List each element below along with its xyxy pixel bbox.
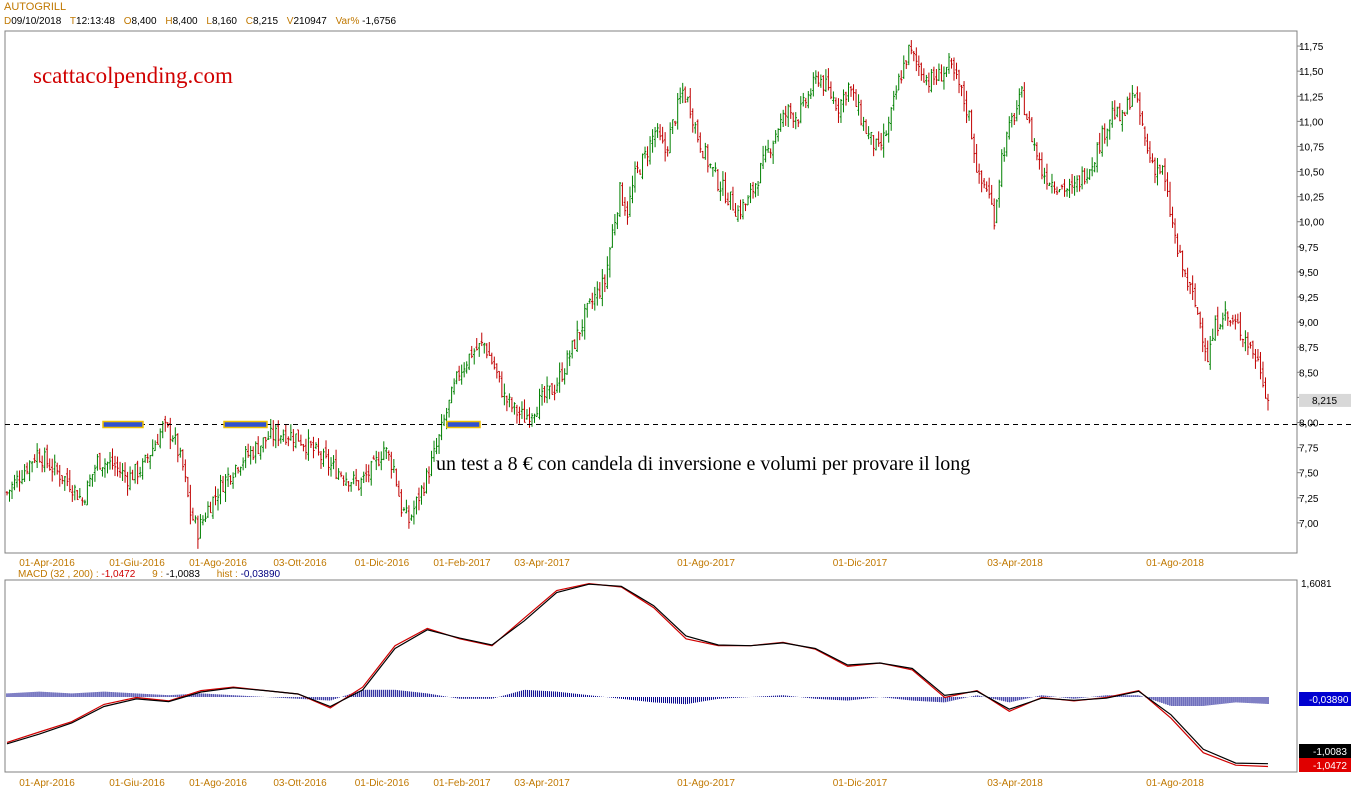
macd-top-label: 1,6081 (1301, 579, 1332, 590)
price-panel-frame (4, 30, 1298, 554)
x-tick-label: 01-Ago-2017 (677, 558, 735, 569)
price-y-axis: 7,007,257,507,758,008,258,508,759,009,25… (1297, 42, 1324, 530)
high-value: 8,400 (172, 16, 198, 27)
x-tick-label: 03-Apr-2018 (987, 558, 1043, 569)
macd-value: -1,0472 (101, 569, 136, 580)
y-tick-label: 8,50 (1299, 368, 1319, 379)
x-tick-label: 03-Apr-2017 (514, 558, 570, 569)
time-key: T (69, 16, 77, 27)
annotation-note: un test a 8 € con candela di inversione … (436, 453, 970, 475)
macd-lines (6, 582, 1269, 768)
y-tick-label: 9,75 (1299, 243, 1319, 254)
macd-x-tick-label: 01-Giu-2016 (109, 778, 165, 789)
price-info-bar: D09/10/2018 T12:13:48 O8,400 H8,400 L8,1… (4, 16, 402, 27)
y-tick-label: 8,75 (1299, 343, 1319, 354)
volume-value: 210947 (293, 16, 327, 27)
close-value: 8,215 (252, 16, 279, 27)
y-tick-label: 7,50 (1299, 469, 1319, 480)
y-tick-label: 10,25 (1299, 193, 1324, 204)
hist-value: -0,03890 (240, 569, 281, 580)
macd-name: MACD (18, 569, 48, 580)
macd-x-tick-label: 03-Apr-2018 (987, 778, 1043, 789)
macd-x-tick-label: 01-Dic-2016 (355, 778, 410, 789)
macd-x-tick-label: 01-Ago-2018 (1146, 778, 1204, 789)
macd-panel-frame (4, 579, 1298, 773)
signal-line (6, 583, 1269, 765)
y-tick-label: 11,50 (1299, 67, 1324, 78)
y-tick-label: 10,00 (1299, 218, 1324, 229)
macd-x-tick-label: 01-Apr-2016 (19, 778, 75, 789)
y-tick-label: 7,75 (1299, 444, 1319, 455)
macd-x-tick-label: 01-Ago-2016 (189, 778, 247, 789)
y-tick-label: 11,00 (1299, 117, 1324, 128)
y-tick-label: 11,75 (1299, 42, 1324, 53)
x-tick-label: 01-Giu-2016 (109, 558, 165, 569)
hist-key: hist : (216, 569, 238, 580)
x-tick-label: 01-Ago-2018 (1146, 558, 1204, 569)
macd-params: (32 , 200) : (50, 569, 99, 580)
var-key: Var% (335, 16, 360, 27)
price-candles (5, 40, 1270, 549)
macd-x-tick-label: 03-Apr-2017 (514, 778, 570, 789)
y-tick-label: 9,25 (1299, 293, 1319, 304)
y-tick-label: 11,25 (1299, 92, 1324, 103)
signal-badge (1299, 744, 1351, 758)
last-price-label: 8,215 (1312, 396, 1337, 407)
x-tick-label: 01-Ago-2016 (189, 558, 247, 569)
close-key: C (245, 16, 253, 27)
macd-x-tick-label: 03-Ott-2016 (273, 778, 327, 789)
x-tick-label: 01-Dic-2017 (833, 558, 888, 569)
signal-key: 9 : (152, 569, 164, 580)
low-value: 8,160 (211, 16, 237, 27)
x-tick-label: 03-Ott-2016 (273, 558, 327, 569)
support-marker (223, 420, 268, 429)
signal-value: -1,0083 (165, 569, 200, 580)
y-tick-label: 7,00 (1299, 519, 1319, 530)
y-tick-label: 10,75 (1299, 142, 1324, 153)
hist-badge (1299, 692, 1351, 706)
open-key: O (123, 16, 132, 27)
support-marker (102, 420, 144, 429)
watermark-text: scattacolpending.com (33, 63, 233, 88)
macd-badge-label: -1,0472 (1313, 761, 1347, 772)
last-price-badge (1299, 393, 1351, 407)
var-value: -1,6756 (362, 16, 397, 27)
date-value: 09/10/2018 (11, 16, 62, 27)
high-key: H (165, 16, 173, 27)
y-tick-label: 10,50 (1299, 168, 1324, 179)
price-x-axis: 01-Apr-2016 01-Giu-2016 01-Ago-2016 03-Ott-… (19, 558, 1204, 569)
y-tick-label: 8,00 (1299, 419, 1319, 430)
hist-badge-label: -0,03890 (1309, 695, 1349, 706)
date-key: D (4, 16, 12, 27)
x-tick-label: 01-Apr-2016 (19, 558, 75, 569)
y-tick-label: 9,50 (1299, 268, 1319, 279)
macd-line (6, 582, 1269, 768)
support-marker (446, 420, 481, 429)
y-tick-label: 7,25 (1299, 494, 1319, 505)
signal-badge-label: -1,0083 (1313, 747, 1347, 758)
macd-x-tick-label: 01-Dic-2017 (833, 778, 888, 789)
macd-info-bar: MACD (32 , 200) : -1,0472 9 : -1,0083 hi… (18, 569, 280, 580)
macd-x-tick-label: 01-Ago-2017 (677, 778, 735, 789)
time-value: 12:13:48 (76, 16, 115, 27)
macd-x-tick-label: 01-Feb-2017 (433, 778, 491, 789)
support-markers (102, 420, 481, 429)
x-tick-label: 01-Feb-2017 (433, 558, 491, 569)
volume-key: V (286, 16, 294, 27)
open-value: 8,400 (131, 16, 157, 27)
symbol-title: AUTOGRILL (4, 1, 67, 13)
macd-badge (1299, 758, 1351, 772)
macd-x-axis: 01-Apr-2016 01-Giu-2016 01-Ago-2016 03-Ott-… (19, 778, 1204, 789)
low-key: L (206, 16, 212, 27)
y-tick-label: 9,00 (1299, 318, 1319, 329)
x-tick-label: 01-Dic-2016 (355, 558, 410, 569)
